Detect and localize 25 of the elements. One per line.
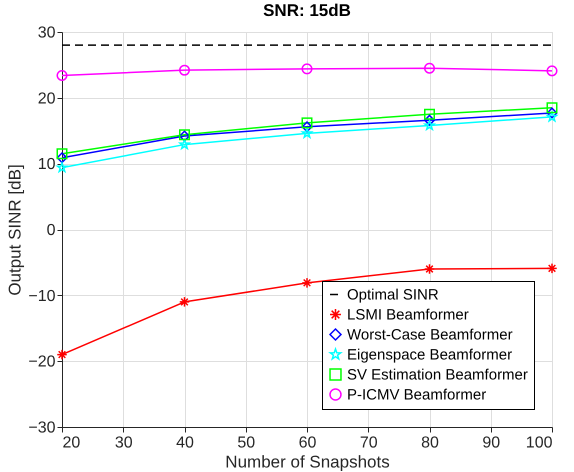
y-tick-label: −30 [28, 420, 56, 436]
y-tick-label: 20 [38, 90, 56, 108]
y-tick-label: 0 [46, 222, 56, 239]
y-axis-title: Output SINR [dB] [5, 164, 24, 296]
x-tick-label: 80 [421, 434, 439, 452]
y-tick-label: 10 [38, 156, 56, 174]
legend-label: Optimal SINR [347, 286, 439, 304]
legend-label: Eigenspace Beamformer [347, 346, 512, 364]
x-tick-label: 50 [237, 434, 256, 452]
y-tick-label: −10 [28, 288, 56, 305]
x-tick-label: 70 [360, 434, 378, 452]
legend-label: P-ICMV Beamformer [347, 386, 486, 404]
legend-label: SV Estimation Beamformer [347, 366, 528, 384]
y-tick-label: 30 [38, 24, 56, 42]
x-tick-label: 90 [482, 434, 500, 452]
x-tick-label: 30 [114, 434, 133, 452]
x-tick-label: 60 [298, 434, 316, 452]
x-tick-label: 40 [176, 434, 194, 452]
x-tick-label: 20 [62, 434, 80, 452]
legend-label: Worst-Case Beamformer [347, 326, 513, 344]
chart-title: SNR: 15dB [263, 1, 351, 20]
x-axis-title: Number of Snapshots [225, 452, 390, 472]
legend-label: LSMI Beamformer [347, 306, 469, 324]
x-tick-label: 100 [526, 434, 553, 452]
y-tick-label: −20 [28, 354, 56, 371]
